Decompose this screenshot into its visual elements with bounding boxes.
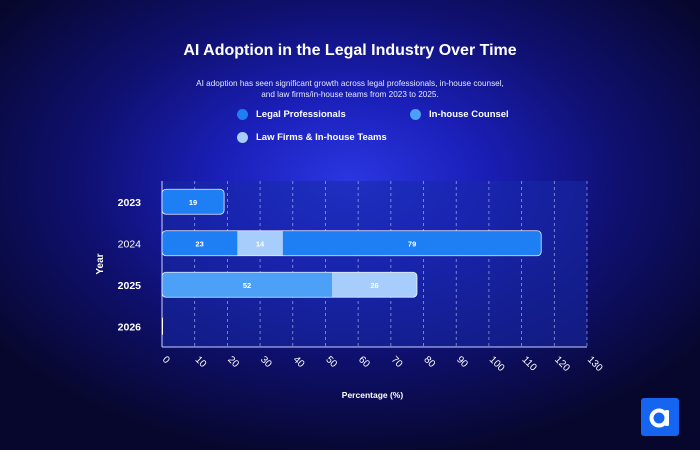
- legend-swatch-icon: [237, 109, 248, 120]
- bar-value-label: 52: [243, 281, 251, 290]
- x-tick-label: 70: [389, 354, 405, 370]
- bar-segment: [332, 272, 417, 298]
- bar-outline: [161, 230, 542, 257]
- x-tick-label: 20: [225, 354, 241, 370]
- y-tick-label: 2024: [118, 238, 142, 250]
- legend-swatch-icon: [410, 109, 421, 120]
- bar-outline: [161, 188, 225, 215]
- x-tick-label: 30: [258, 354, 274, 370]
- bar-value-label: 23: [195, 239, 203, 248]
- bar-segment: [282, 230, 542, 256]
- bar-value-label: 26: [370, 281, 378, 290]
- bar-segment: [237, 230, 283, 256]
- plot-area: [162, 181, 587, 347]
- x-tick-label: 110: [519, 354, 538, 373]
- legend-swatch-icon: [237, 132, 248, 143]
- legend-label: In-house Counsel: [429, 109, 509, 120]
- x-tick-label: 100: [487, 354, 507, 374]
- bar-segment: [162, 230, 238, 256]
- y-tick-label: 2023: [118, 197, 142, 209]
- bar-value-label: 14: [256, 239, 265, 248]
- x-tick-label: 0: [160, 354, 172, 366]
- x-tick-label: 120: [552, 354, 572, 374]
- y-axis-label: Year: [95, 253, 106, 274]
- x-axis-label: Percentage (%): [342, 390, 404, 400]
- x-tick-label: 80: [421, 354, 437, 370]
- bar-value-label: 79: [408, 239, 416, 248]
- x-tick-label: 50: [323, 354, 339, 370]
- legend-item-law-firms: Law Firms & In-house Teams: [237, 132, 387, 143]
- legend-item-in-house-counsel: In-house Counsel: [410, 109, 509, 120]
- x-tick-label: 90: [454, 354, 470, 370]
- x-tick-label: 60: [356, 354, 372, 370]
- y-tick-label: 2025: [118, 280, 142, 292]
- legend-label: Law Firms & In-house Teams: [256, 132, 387, 143]
- x-tick-label: 40: [291, 354, 307, 370]
- bar-segment: [162, 272, 332, 298]
- y-tick-label: 2026: [118, 321, 142, 333]
- bar-outline: [161, 271, 418, 298]
- chart-title: AI Adoption in the Legal Industry Over T…: [183, 42, 517, 59]
- brand-logo-icon: [641, 398, 679, 436]
- legend-label: Legal Professionals: [256, 109, 346, 120]
- chart-subtitle: AI adoption has seen significant growth …: [196, 79, 504, 99]
- x-tick-label: 10: [193, 354, 209, 370]
- bar-value-label: 19: [189, 198, 197, 207]
- x-tick-label: 130: [585, 354, 605, 374]
- bar-segment: [162, 189, 225, 215]
- legend-item-legal-professionals: Legal Professionals: [237, 109, 346, 120]
